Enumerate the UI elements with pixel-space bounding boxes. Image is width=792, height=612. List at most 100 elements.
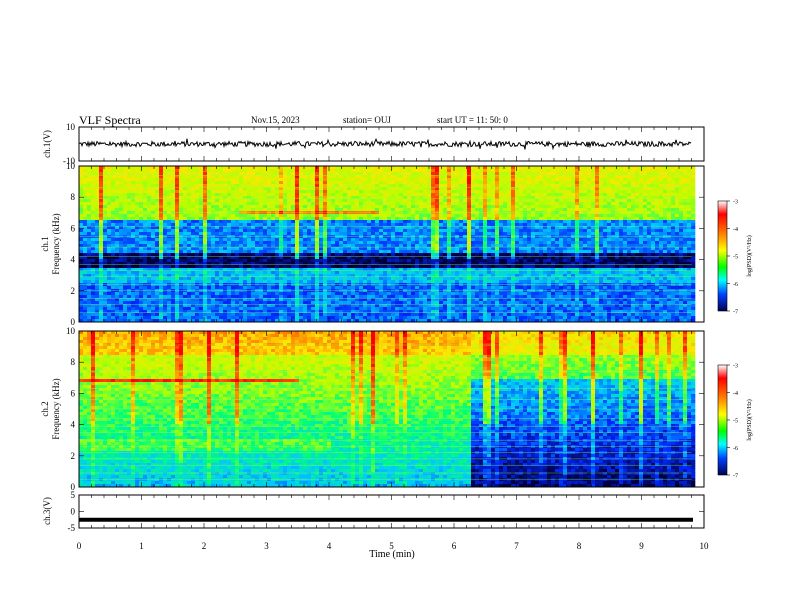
spectrogram-cell <box>251 292 256 296</box>
spectrogram-cell <box>347 253 352 257</box>
spectrogram-cell <box>427 187 432 191</box>
spectrogram-cell <box>427 250 432 254</box>
spectrogram-cell <box>259 262 264 266</box>
spectrogram-cell <box>459 235 464 239</box>
spectrogram-cell <box>243 187 248 191</box>
spectrogram-cell <box>295 193 300 197</box>
spectrogram-cell <box>311 166 316 170</box>
spectrogram-cell <box>83 250 88 254</box>
spectrogram-cell <box>347 166 352 170</box>
spectrogram-cell <box>403 256 408 260</box>
spectrogram-cell <box>263 229 268 233</box>
spectrogram-cell <box>367 262 372 266</box>
spectrogram-cell <box>367 175 372 179</box>
spectrogram-cell <box>195 280 200 284</box>
spectrogram-cell <box>367 310 372 314</box>
spectrogram-cell <box>379 313 384 317</box>
spectrogram-cell <box>395 244 400 248</box>
spectrogram-cell <box>311 292 316 296</box>
spectrogram-cell <box>151 241 156 245</box>
spectrogram-cell <box>303 166 308 170</box>
spectrogram-cell <box>187 241 192 245</box>
spectrogram-cell <box>99 172 104 176</box>
spectrogram-cell <box>363 259 368 263</box>
spectrogram-cell <box>451 256 456 260</box>
spectrogram-cell <box>307 232 312 236</box>
spectrogram-cell <box>351 310 356 314</box>
spectrogram-cell <box>191 250 196 254</box>
spectrogram-cell <box>303 217 308 221</box>
spectrogram-cell <box>99 271 104 275</box>
spectrogram-cell <box>167 232 172 236</box>
spectrogram-cell <box>355 241 360 245</box>
spectrogram-cell <box>239 280 244 284</box>
spectrogram-cell <box>371 217 376 221</box>
spectrogram-cell <box>411 205 416 209</box>
spectrogram-cell <box>427 277 432 281</box>
spectrogram-cell <box>223 307 228 311</box>
spectrogram-cell <box>119 235 124 239</box>
spectrogram-cell <box>171 181 176 185</box>
spectrogram-cell <box>199 199 204 203</box>
spectrogram-cell <box>355 172 360 176</box>
spectrogram-cell <box>123 274 128 278</box>
spectrogram-cell <box>255 229 260 233</box>
spectrogram-cell <box>283 187 288 191</box>
spectrogram-cell <box>203 223 208 227</box>
spectrogram-cell <box>307 238 312 242</box>
spectrogram-cell <box>335 280 340 284</box>
spectrogram-cell <box>155 307 160 311</box>
spectrogram-cell <box>375 190 380 194</box>
spectrogram-cell <box>259 172 264 176</box>
spectrogram-cell <box>331 190 336 194</box>
spectrogram-cell <box>203 181 208 185</box>
spectrogram-cell <box>459 277 464 281</box>
spectrogram-cell <box>259 286 264 290</box>
spectrogram-cell <box>391 193 396 197</box>
spectrogram-cell <box>131 181 136 185</box>
spectrogram-cell <box>347 277 352 281</box>
spectrogram-cell <box>95 193 100 197</box>
spectrogram-cell <box>135 307 140 311</box>
spectrogram-cell <box>387 316 392 320</box>
spectrogram-cell <box>163 172 168 176</box>
spectrogram-cell <box>459 214 464 218</box>
spectrogram-cell <box>243 220 248 224</box>
spectrogram-cell <box>111 241 116 245</box>
spectrogram-cell <box>191 205 196 209</box>
spectrogram-cell <box>243 280 248 284</box>
spectrogram-cell <box>211 217 216 221</box>
spectrogram-cell <box>175 187 180 191</box>
spectrogram-cell <box>159 268 164 272</box>
spectrogram-cell <box>159 253 164 257</box>
spectrogram-cell <box>371 247 376 251</box>
spectrogram-cell <box>347 265 352 269</box>
spectrogram-cell <box>163 298 168 302</box>
spectrogram-cell <box>343 223 348 227</box>
spectrogram-cell <box>275 316 280 320</box>
spectrogram-cell <box>371 169 376 173</box>
spectrogram-cell <box>159 238 164 242</box>
spectrogram-cell <box>271 262 276 266</box>
spectrogram-cell <box>79 274 84 278</box>
spectrogram-cell <box>195 268 200 272</box>
spectrogram-cell <box>387 235 392 239</box>
spectrogram-cell <box>387 229 392 233</box>
spectrogram-cell <box>411 319 416 323</box>
spectrogram-cell <box>347 172 352 176</box>
spectrogram-cell <box>239 259 244 263</box>
spectrogram-cell <box>347 226 352 230</box>
spectrogram-cell <box>371 286 376 290</box>
spectrogram-cell <box>203 268 208 272</box>
spectrogram-cell <box>287 271 292 275</box>
spectrogram-cell <box>427 274 432 278</box>
spectrogram-cell <box>439 277 444 281</box>
spectrogram-cell <box>167 313 172 317</box>
spectrogram-cell <box>183 253 188 257</box>
spectrogram-cell <box>359 301 364 305</box>
spectrogram-cell <box>135 277 140 281</box>
spectrogram-cell <box>395 193 400 197</box>
spectrogram-cell <box>299 247 304 251</box>
spectrogram-cell <box>203 280 208 284</box>
spectrogram-cell <box>399 196 404 200</box>
